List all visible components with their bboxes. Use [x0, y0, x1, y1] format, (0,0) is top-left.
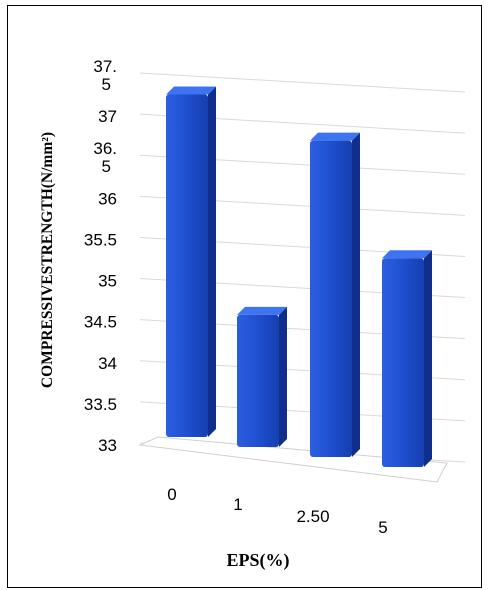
bars [166, 86, 432, 467]
y-tick-label: 35.5 [84, 230, 117, 249]
y-tick-label: 33 [98, 436, 117, 455]
bar-0 [166, 86, 216, 437]
y-tick-label: 34 [98, 354, 117, 373]
y-tick-labels: 33 33.5 34 34.5 35 35.5 36 36. 5 37 37. 5 [84, 57, 117, 455]
y-tick-label: 34.5 [84, 313, 117, 332]
bar-2.50 [310, 132, 360, 457]
y-tick-label: 36. 5 [93, 139, 117, 176]
y-axis-label: COMPRESSIVESTRENGTH(N/mm²) [39, 132, 56, 388]
x-tick-label: 2.50 [296, 507, 329, 526]
floor-plane [138, 436, 448, 483]
x-axis-label: EPS(%) [227, 550, 290, 571]
x-tick-label: 0 [167, 485, 176, 504]
chart-frame [7, 5, 482, 588]
bar-1 [237, 306, 287, 447]
y-tick-label: 33.5 [84, 395, 117, 414]
gridline [139, 72, 466, 93]
y-tick-label: 35 [98, 272, 117, 291]
y-tick-label: 37. 5 [93, 57, 117, 94]
y-tick-label: 37 [98, 107, 117, 126]
bar-5 [382, 250, 432, 467]
chart-floor [138, 436, 448, 483]
y-tick-label: 36 [98, 189, 117, 208]
x-tick-label: 5 [378, 518, 387, 537]
x-tick-labels: 0 1 2.50 5 [167, 485, 387, 537]
x-tick-label: 1 [233, 495, 242, 514]
